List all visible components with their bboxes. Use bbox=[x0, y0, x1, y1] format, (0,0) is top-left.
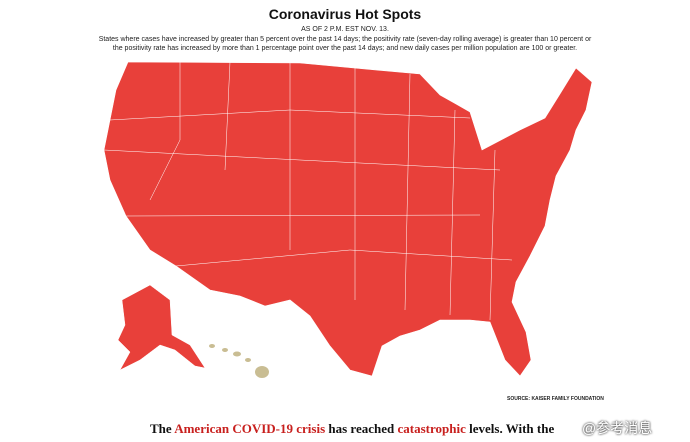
hawaii bbox=[209, 344, 269, 378]
caption-text: has reached bbox=[328, 421, 395, 436]
state-lines bbox=[103, 61, 513, 321]
source: SOURCE: KAISER FAMILY FOUNDATION bbox=[507, 396, 604, 402]
caption-highlight: American COVID-19 crisis bbox=[174, 421, 326, 436]
lower-48 bbox=[103, 61, 593, 377]
caption-text: levels. With the bbox=[469, 421, 555, 436]
caption-highlight: catastrophic bbox=[397, 421, 466, 436]
watermark: @参考消息 bbox=[582, 420, 653, 436]
subtitle: AS OF 2 P.M. EST NOV. 13. bbox=[301, 26, 389, 33]
caption: The American COVID-19 crisis has reached… bbox=[150, 421, 554, 437]
alaska bbox=[117, 284, 206, 371]
title: Coronavirus Hot Spots bbox=[268, 6, 422, 22]
caption-text: The bbox=[150, 421, 172, 436]
description: States where cases have increased by gre… bbox=[98, 36, 592, 52]
